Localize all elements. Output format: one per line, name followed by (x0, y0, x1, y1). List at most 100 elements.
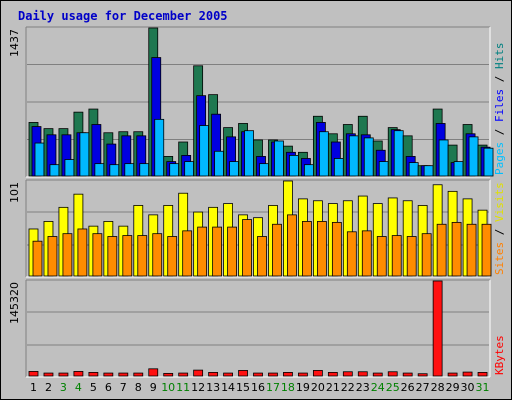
x-tick-label-day-1: 1 (30, 381, 37, 394)
x-tick-label-day-26: 26 (401, 381, 415, 394)
bar-sites-day-9 (152, 233, 163, 277)
bar-sites-day-20 (316, 221, 327, 277)
x-tick-label-day-12: 12 (191, 381, 205, 394)
bar-pages-day-15 (244, 130, 254, 177)
x-tick-label-day-13: 13 (206, 381, 220, 394)
bar-kbytes-day-1 (28, 371, 39, 377)
x-tick-label-day-27: 27 (416, 381, 430, 394)
bar-kbytes-day-30 (462, 371, 473, 377)
bar-pages-day-16 (259, 163, 269, 177)
bar-sites-day-10 (167, 236, 178, 277)
bar-kbytes-day-2 (43, 372, 54, 377)
bar-kbytes-day-19 (298, 372, 308, 377)
bar-pages-day-9 (154, 118, 165, 177)
bar-kbytes-day-5 (88, 372, 99, 377)
bar-pages-day-21 (333, 158, 344, 177)
bar-kbytes-day-15 (238, 370, 248, 377)
bar-pages-day-11 (184, 161, 195, 177)
bar-pages-day-23 (363, 137, 374, 177)
x-tick-label-day-28: 28 (431, 381, 445, 394)
bar-sites-day-25 (391, 235, 402, 277)
bar-kbytes-day-3 (58, 372, 69, 377)
bar-sites-day-13 (212, 226, 223, 277)
bar-pages-day-1 (34, 142, 45, 177)
panel-background (26, 280, 490, 377)
bar-kbytes-day-24 (372, 372, 383, 377)
x-tick-label-day-18: 18 (281, 381, 295, 394)
bar-pages-day-2 (49, 164, 60, 177)
bar-pages-day-4 (79, 132, 90, 177)
axis-max-label: 1437 (8, 29, 21, 57)
legend-label-pages: Pages (493, 142, 506, 175)
x-tick-label-day-29: 29 (446, 381, 460, 394)
bar-pages-day-14 (229, 161, 239, 177)
bar-kbytes-day-21 (327, 372, 338, 377)
bar-kbytes-day-31 (477, 372, 488, 377)
legend-label-kbytes: KBytes (493, 335, 506, 375)
bar-sites-day-28 (436, 223, 447, 277)
x-tick-label-day-24: 24 (371, 381, 385, 394)
x-tick-label-day-21: 21 (326, 381, 340, 394)
bar-sites-day-30 (466, 223, 477, 277)
bar-kbytes-day-12 (193, 369, 204, 377)
legend-label-visits: Visits (493, 182, 506, 222)
bar-pages-day-12 (199, 125, 210, 177)
bar-kbytes-day-22 (342, 371, 353, 377)
bar-pages-day-3 (64, 159, 75, 177)
bar-pages-day-24 (378, 161, 389, 177)
bar-sites-day-5 (92, 233, 103, 277)
bar-kbytes-day-6 (103, 372, 114, 377)
x-tick-label-day-8: 8 (135, 381, 142, 394)
panel-kbytes: 145320 KBytes (8, 279, 506, 378)
bar-kbytes-day-11 (178, 372, 189, 377)
x-tick-label-day-14: 14 (221, 381, 235, 394)
x-tick-label-day-31: 31 (476, 381, 490, 394)
bar-kbytes-day-28 (432, 280, 443, 377)
legend-separator: / (493, 122, 506, 142)
axis-max-label: 101 (8, 182, 21, 203)
x-tick-label-day-19: 19 (296, 381, 310, 394)
bar-sites-day-23 (361, 230, 372, 277)
x-tick-label-day-20: 20 (311, 381, 325, 394)
bar-kbytes-day-26 (402, 372, 413, 377)
bar-sites-day-31 (481, 223, 492, 277)
bar-sites-day-16 (257, 236, 267, 277)
x-tick-label-day-25: 25 (386, 381, 400, 394)
bar-pages-day-17 (274, 140, 284, 177)
x-tick-label-day-23: 23 (356, 381, 370, 394)
x-tick-label-day-7: 7 (120, 381, 127, 394)
x-tick-label-day-3: 3 (60, 381, 67, 394)
bar-sites-day-2 (47, 236, 58, 277)
bar-sites-day-14 (227, 226, 237, 277)
bar-pages-day-20 (318, 131, 329, 177)
bar-kbytes-day-14 (223, 372, 233, 377)
bar-pages-day-30 (468, 136, 479, 177)
bar-kbytes-day-16 (253, 372, 263, 377)
bar-kbytes-day-17 (268, 372, 278, 377)
bar-sites-day-21 (331, 221, 342, 277)
bar-pages-day-22 (348, 135, 359, 177)
bar-sites-day-17 (272, 223, 282, 277)
x-tick-label-day-30: 30 (461, 381, 475, 394)
bar-pages-day-8 (139, 163, 150, 177)
x-tick-label-day-4: 4 (75, 381, 82, 394)
bar-kbytes-day-20 (312, 370, 323, 377)
bar-pages-day-5 (94, 163, 105, 177)
bar-pages-day-6 (109, 164, 120, 177)
bar-kbytes-day-27 (417, 373, 428, 377)
bar-sites-day-19 (302, 221, 312, 277)
bar-pages-day-19 (304, 164, 314, 177)
bar-sites-day-24 (376, 236, 387, 277)
panel-legend-label: KBytes (493, 335, 506, 375)
legend-label-sites: Sites (493, 242, 506, 275)
bar-kbytes-day-9 (148, 368, 159, 377)
bar-sites-day-8 (137, 235, 148, 277)
x-tick-label-day-11: 11 (176, 381, 190, 394)
bar-kbytes-day-10 (163, 372, 174, 377)
bar-sites-day-27 (421, 233, 432, 277)
bar-sites-day-26 (406, 236, 417, 277)
bar-pages-day-28 (438, 139, 449, 177)
bar-sites-day-4 (77, 228, 88, 277)
bar-pages-day-31 (483, 147, 494, 177)
x-tick-label-day-15: 15 (236, 381, 250, 394)
